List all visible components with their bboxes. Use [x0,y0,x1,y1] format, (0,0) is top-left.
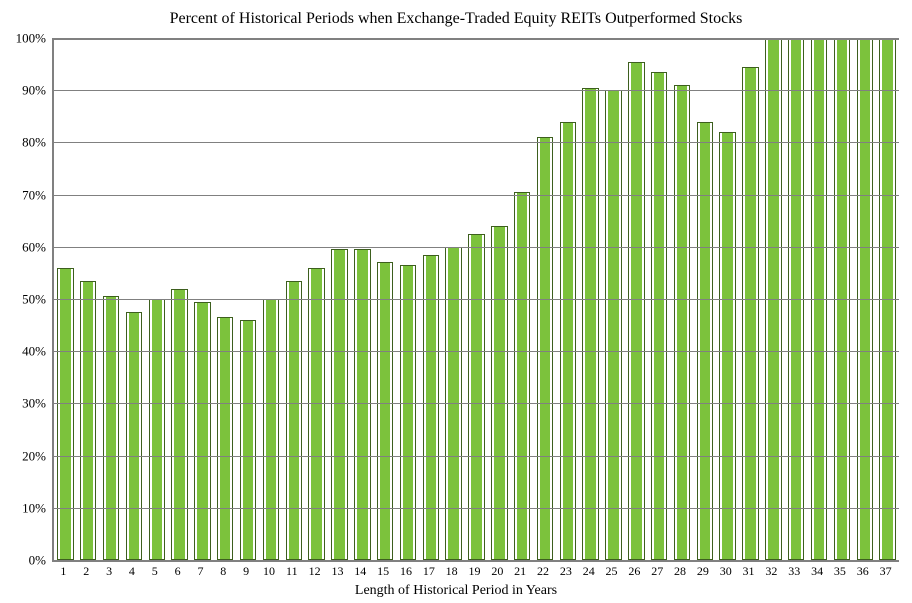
x-tick-label: 3 [106,564,112,579]
y-tick-label: 20% [0,449,46,462]
chart-container: Percent of Historical Periods when Excha… [0,0,912,603]
y-tick-label: 30% [0,397,46,410]
y-tick-label: 40% [0,345,46,358]
bar [651,72,667,560]
bar [697,122,713,560]
x-tick-label: 9 [243,564,249,579]
x-tick-label: 36 [857,564,869,579]
x-tick-label: 14 [354,564,366,579]
x-tick-label: 13 [331,564,343,579]
bar [719,132,735,560]
x-tick-label: 11 [286,564,298,579]
gridline [54,299,899,300]
y-tick-label: 0% [0,554,46,567]
gridline [54,195,899,196]
bar [674,85,690,560]
y-tick-label: 50% [0,293,46,306]
bar [354,249,370,560]
bar [103,296,119,560]
x-tick-label: 34 [811,564,823,579]
bar [400,265,416,560]
gridline [54,403,899,404]
bar [308,268,324,560]
x-tick-label: 5 [152,564,158,579]
gridline [54,90,899,91]
x-tick-label: 16 [400,564,412,579]
bar [263,299,279,560]
x-axis-title: Length of Historical Period in Years [0,583,912,599]
y-tick-label: 70% [0,188,46,201]
y-tick-label: 100% [0,32,46,45]
bar [605,90,621,560]
x-tick-label: 23 [560,564,572,579]
bar [491,226,507,560]
gridline [54,456,899,457]
chart-title: Percent of Historical Periods when Excha… [0,10,912,28]
x-tick-label: 19 [469,564,481,579]
bar [628,62,644,561]
gridline [54,38,899,40]
bar [240,320,256,560]
x-tick-label: 2 [83,564,89,579]
bar [560,122,576,560]
bar [217,317,233,560]
bar [331,249,347,560]
x-tick-label: 21 [514,564,526,579]
x-tick-label: 31 [743,564,755,579]
bar [194,302,210,560]
x-tick-label: 24 [583,564,595,579]
y-tick-label: 10% [0,501,46,514]
x-tick-label: 32 [765,564,777,579]
bar [286,281,302,560]
x-tick-label: 18 [446,564,458,579]
bar [80,281,96,560]
x-tick-label: 1 [60,564,66,579]
x-tick-label: 12 [309,564,321,579]
y-tick-label: 90% [0,84,46,97]
gridline [54,142,899,143]
x-tick-label: 17 [423,564,435,579]
gridline [54,247,899,248]
x-tick-label: 25 [606,564,618,579]
x-tick-label: 10 [263,564,275,579]
x-tick-label: 28 [674,564,686,579]
x-tick-label: 8 [220,564,226,579]
x-tick-label: 20 [491,564,503,579]
x-tick-label: 33 [788,564,800,579]
x-tick-label: 30 [720,564,732,579]
y-tick-label: 60% [0,240,46,253]
x-tick-label: 6 [175,564,181,579]
bar [423,255,439,560]
bar [126,312,142,560]
bar [537,137,553,560]
x-tick-label: 29 [697,564,709,579]
gridline [54,508,899,509]
bar [149,299,165,560]
x-tick-label: 35 [834,564,846,579]
x-tick-label: 27 [651,564,663,579]
plot-area [52,38,899,562]
x-tick-label: 26 [628,564,640,579]
y-tick-label: 80% [0,136,46,149]
bar [57,268,73,560]
bar [377,262,393,560]
x-tick-label: 4 [129,564,135,579]
x-tick-label: 15 [377,564,389,579]
bar [742,67,758,560]
bar [468,234,484,560]
x-tick-label: 7 [197,564,203,579]
x-tick-label: 22 [537,564,549,579]
gridline [54,351,899,352]
bar [171,289,187,560]
x-tick-label: 37 [880,564,892,579]
bar [582,88,598,560]
